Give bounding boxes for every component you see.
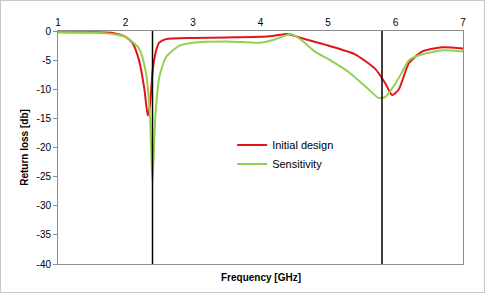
svg-text:1: 1 bbox=[55, 17, 61, 28]
svg-text:0: 0 bbox=[45, 26, 51, 37]
svg-text:5: 5 bbox=[325, 17, 331, 28]
svg-text:Sensitivity: Sensitivity bbox=[272, 158, 322, 170]
svg-text:-10: -10 bbox=[37, 84, 52, 95]
svg-text:-40: -40 bbox=[37, 259, 52, 270]
svg-text:Frequency [GHz]: Frequency [GHz] bbox=[221, 272, 301, 283]
svg-text:7: 7 bbox=[460, 17, 466, 28]
svg-text:-30: -30 bbox=[37, 200, 52, 211]
svg-text:-35: -35 bbox=[37, 229, 52, 240]
svg-text:-15: -15 bbox=[37, 113, 52, 124]
svg-text:-25: -25 bbox=[37, 171, 52, 182]
svg-text:-5: -5 bbox=[42, 55, 51, 66]
svg-text:6: 6 bbox=[393, 17, 399, 28]
svg-text:2: 2 bbox=[123, 17, 129, 28]
svg-text:-20: -20 bbox=[37, 142, 52, 153]
svg-text:4: 4 bbox=[258, 17, 264, 28]
svg-text:3: 3 bbox=[190, 17, 196, 28]
svg-text:Initial design: Initial design bbox=[272, 139, 333, 151]
svg-text:Return loss [db]: Return loss [db] bbox=[19, 109, 30, 186]
